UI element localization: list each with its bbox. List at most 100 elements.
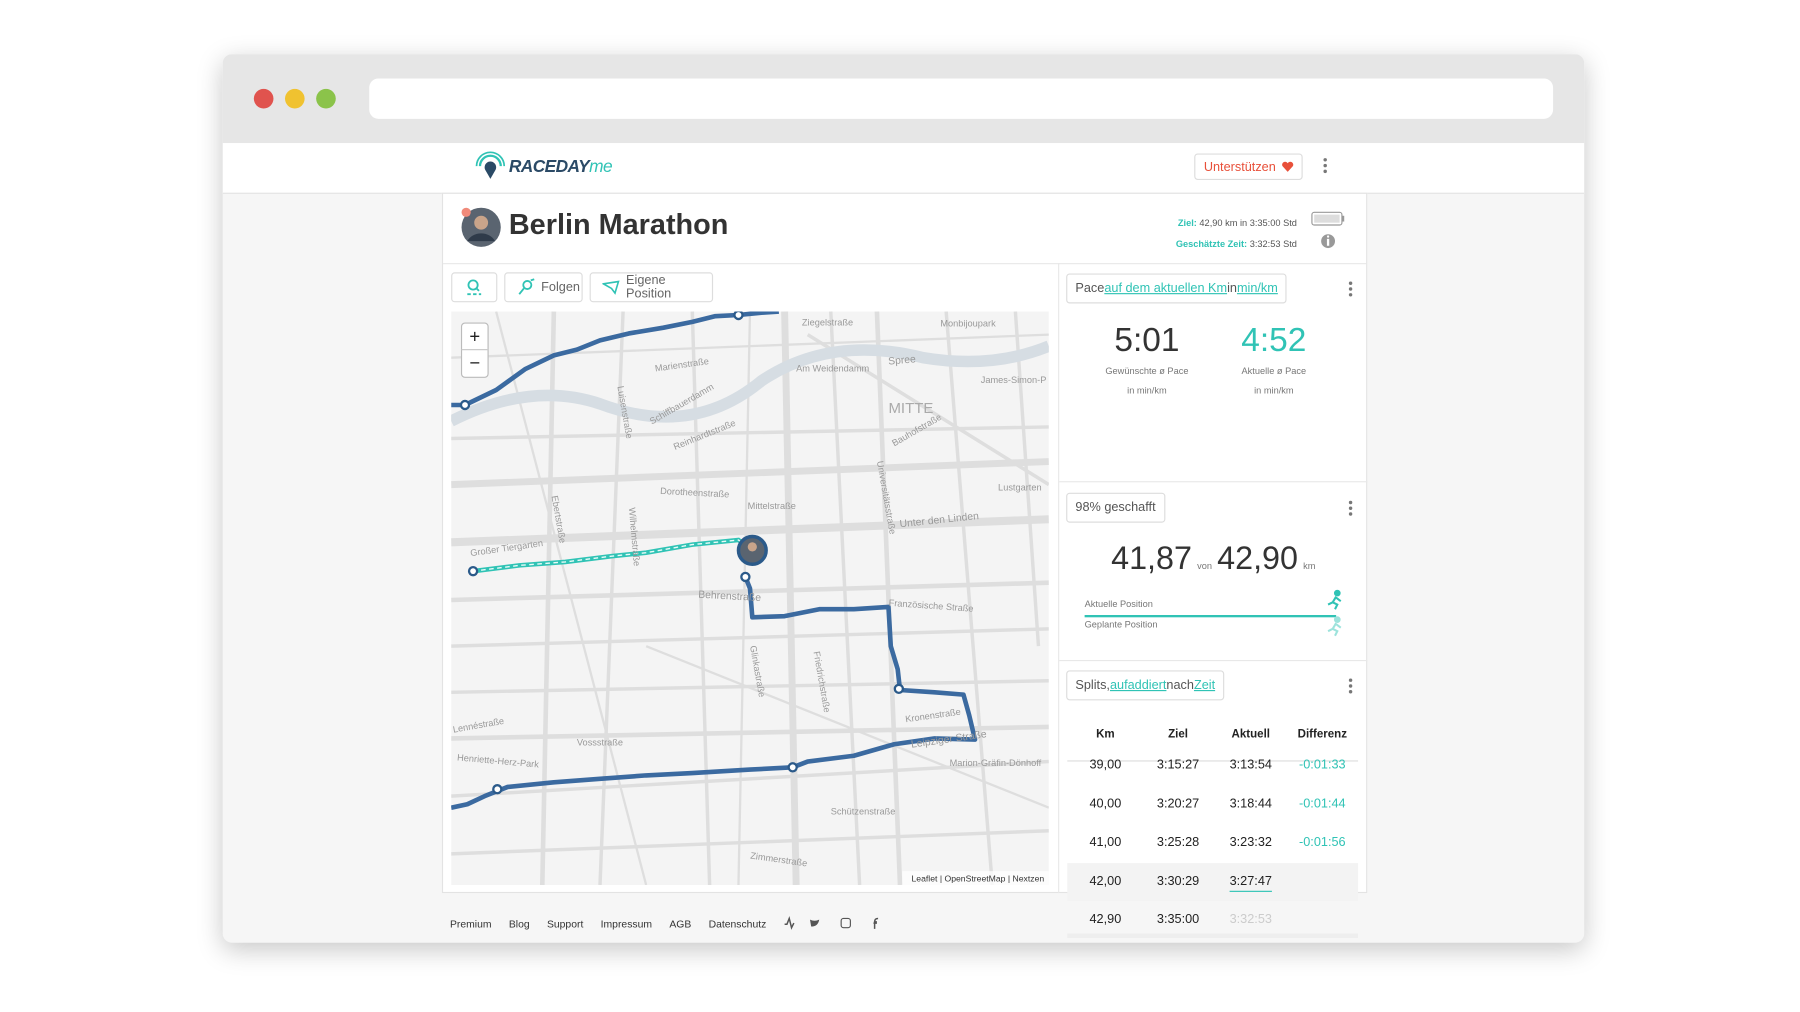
estimate-text: 3:32:53 Std bbox=[1249, 238, 1297, 250]
footer: Premium Blog Support Impressum AGB Datenschut… bbox=[450, 913, 899, 934]
split-cell: 3:23:32 bbox=[1229, 835, 1272, 850]
route-marker bbox=[492, 784, 503, 795]
split-cell: 3:27:47 bbox=[1229, 874, 1272, 889]
zoom-in[interactable]: + bbox=[469, 326, 480, 347]
footer-link[interactable]: AGB bbox=[669, 918, 692, 930]
close-dot[interactable] bbox=[253, 88, 274, 109]
street bbox=[451, 829, 1049, 856]
logo-text[interactable]: RACEDAYme bbox=[509, 157, 613, 177]
street bbox=[495, 311, 648, 885]
map-label: Vossstraße bbox=[577, 737, 623, 747]
footer-link[interactable]: Blog bbox=[508, 918, 530, 930]
splits-h1[interactable]: aufaddiert bbox=[1109, 678, 1167, 693]
browser-window: RACEDAYme Unterstützen Berlin Marathon Z… bbox=[222, 54, 1585, 943]
twitter-icon[interactable] bbox=[810, 919, 820, 927]
attr-nextzen[interactable]: Nextzen bbox=[1013, 874, 1045, 884]
progress-header[interactable]: 98% geschafft bbox=[1066, 492, 1165, 523]
street bbox=[806, 333, 1049, 487]
split-cell: 42,90 bbox=[1089, 913, 1122, 927]
street bbox=[1013, 311, 1041, 647]
split-cell: 40,00 bbox=[1089, 796, 1122, 811]
pace-header[interactable]: Pace auf dem aktuellen Km in min/km bbox=[1066, 273, 1288, 304]
pace-desired-label: Gewünschte ø Pace bbox=[1105, 365, 1189, 377]
progress-distance: 41,87 von 42,90 km bbox=[1059, 540, 1367, 577]
split-cell: -0:01:33 bbox=[1299, 758, 1346, 772]
attr-osm[interactable]: OpenStreetMap bbox=[944, 874, 1005, 884]
splits-header[interactable]: Splits, aufaddiert nach Zeit bbox=[1066, 670, 1225, 701]
split-cell: 3:35:00 bbox=[1156, 913, 1200, 927]
attribution: Leaflet | OpenStreetMap | Nextzen bbox=[911, 874, 1044, 884]
split-cell: -0:01:44 bbox=[1299, 796, 1346, 811]
card-divider bbox=[1059, 659, 1368, 662]
footer-link[interactable]: Premium bbox=[449, 918, 492, 930]
zoom-out[interactable]: − bbox=[469, 352, 480, 373]
footer-link[interactable]: Impressum bbox=[600, 918, 653, 930]
progress-menu[interactable] bbox=[1348, 500, 1353, 518]
divider bbox=[443, 263, 1367, 265]
split-cell: 3:30:29 bbox=[1156, 874, 1200, 889]
map-label: Wilhelmstraße bbox=[627, 507, 642, 567]
map-label: Monbijoupark bbox=[940, 319, 996, 329]
current-position-label: Aktuelle Position bbox=[1084, 598, 1153, 610]
minimize-dot[interactable] bbox=[284, 88, 305, 109]
card-divider bbox=[1059, 481, 1368, 483]
map-label: Behrenstraße bbox=[698, 590, 762, 604]
route-marker bbox=[733, 311, 744, 321]
column-header: Km bbox=[1096, 728, 1115, 741]
split-cell: 41,00 bbox=[1089, 835, 1122, 850]
split-cell: -0:01:56 bbox=[1299, 835, 1346, 850]
route-remaining bbox=[451, 576, 978, 810]
pace-h2: in bbox=[1227, 281, 1237, 296]
map-label: James-Simon-P bbox=[981, 375, 1047, 385]
footer-link[interactable]: Support bbox=[546, 918, 584, 930]
street bbox=[451, 679, 1049, 695]
strava-icon[interactable] bbox=[784, 916, 795, 930]
pace-h3[interactable]: min/km bbox=[1236, 281, 1278, 296]
heart-icon bbox=[1281, 161, 1293, 172]
splits-h3[interactable]: Zeit bbox=[1193, 678, 1216, 693]
street bbox=[645, 645, 1049, 809]
goal-text: 42,90 km in 3:35:00 Std bbox=[1199, 218, 1297, 229]
split-cell: 39,00 bbox=[1089, 758, 1122, 772]
street bbox=[451, 627, 1049, 648]
title-bar bbox=[222, 54, 1585, 144]
follow-button[interactable]: Folgen bbox=[504, 272, 583, 303]
map-label: Mittelstraße bbox=[748, 501, 796, 511]
social-icons bbox=[784, 916, 879, 930]
column-header: Aktuell bbox=[1231, 728, 1271, 741]
pace-current-label: Aktuelle ø Pace bbox=[1241, 365, 1307, 377]
pace-menu[interactable] bbox=[1348, 281, 1353, 299]
street bbox=[781, 311, 800, 885]
map-label: Dorotheenstraße bbox=[660, 486, 730, 500]
race-goal: Ziel: 42,90 km in 3:35:00 Std Geschätzte… bbox=[1176, 213, 1297, 255]
menu-button[interactable] bbox=[1323, 158, 1327, 175]
maximize-dot[interactable] bbox=[316, 88, 336, 109]
support-button[interactable]: Unterstützen bbox=[1194, 153, 1303, 180]
attr-leaflet[interactable]: Leaflet bbox=[911, 874, 938, 884]
splits-menu[interactable] bbox=[1348, 678, 1353, 695]
pace-h1[interactable]: auf dem aktuellen Km bbox=[1104, 281, 1228, 296]
instagram-icon[interactable] bbox=[840, 917, 852, 929]
route-marker bbox=[467, 565, 479, 577]
follow-icon bbox=[518, 278, 535, 295]
split-cell: 42,00 bbox=[1089, 874, 1122, 889]
distance-unit: km bbox=[1303, 560, 1316, 572]
own-position-button[interactable]: Eigene Position bbox=[589, 272, 714, 303]
footer-links: Premium Blog Support Impressum AGB Datenschut… bbox=[450, 913, 784, 934]
split-cell: 3:32:53 bbox=[1229, 913, 1272, 927]
splits-columns: Km Ziel Aktuell Differenz bbox=[443, 728, 1366, 751]
follow-label: Folgen bbox=[541, 280, 580, 295]
url-bar[interactable] bbox=[369, 78, 1554, 119]
footer-link[interactable]: Datenschutz bbox=[708, 918, 767, 930]
search-button[interactable] bbox=[451, 272, 498, 303]
column-header: Ziel bbox=[1168, 728, 1189, 741]
split-cell: 3:13:54 bbox=[1229, 758, 1272, 772]
pace-desired-unit: in min/km bbox=[1127, 385, 1167, 396]
streets bbox=[451, 311, 1049, 885]
runner-icons bbox=[1327, 589, 1342, 637]
pace-h0: Pace bbox=[1075, 281, 1105, 296]
facebook-icon[interactable] bbox=[873, 917, 879, 929]
splits-h2: nach bbox=[1166, 678, 1194, 693]
